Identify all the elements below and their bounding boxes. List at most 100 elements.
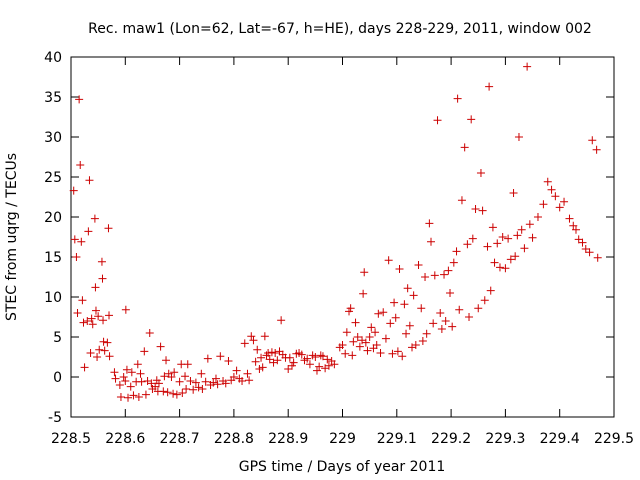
data-point	[260, 332, 269, 341]
data-point	[182, 385, 191, 393]
y-tick-label: 40	[44, 50, 62, 66]
x-tick-label: 228.5	[51, 431, 91, 447]
data-point	[323, 355, 332, 364]
data-point	[436, 309, 445, 317]
data-point	[124, 393, 133, 402]
data-point	[525, 220, 534, 229]
data-point	[351, 318, 360, 327]
x-tick-label: 228.7	[160, 431, 200, 447]
data-point	[324, 361, 333, 370]
data-point	[513, 231, 522, 240]
data-point	[395, 265, 404, 273]
data-point	[100, 346, 109, 355]
data-point	[83, 317, 92, 325]
x-tick-label: 229.4	[540, 431, 580, 447]
x-tick-label: 228.8	[214, 431, 254, 447]
data-point	[453, 94, 462, 103]
data-point	[402, 329, 411, 338]
data-point	[136, 369, 145, 378]
data-point	[361, 338, 370, 347]
data-point	[360, 268, 369, 277]
data-point	[359, 289, 368, 298]
data-point	[288, 361, 297, 370]
data-point	[154, 379, 163, 388]
data-point	[121, 377, 130, 385]
data-point	[312, 366, 321, 375]
y-tick-label: 0	[53, 370, 62, 386]
data-point	[539, 200, 548, 209]
data-point	[355, 342, 364, 351]
x-tick-label: 228.9	[268, 431, 308, 447]
data-point	[224, 357, 233, 365]
data-point	[384, 256, 393, 265]
data-point	[93, 353, 102, 361]
data-point	[277, 316, 286, 325]
data-point	[99, 337, 108, 346]
y-tick-label: -5	[48, 410, 62, 426]
data-point	[111, 374, 120, 383]
data-point	[369, 344, 378, 353]
data-point	[232, 366, 241, 375]
x-tick-label: 229.1	[377, 431, 417, 447]
data-point	[509, 189, 518, 197]
data-point	[69, 186, 78, 195]
data-point	[474, 304, 483, 313]
data-point	[273, 356, 282, 365]
data-point	[147, 379, 156, 388]
y-tick-label: 10	[44, 290, 62, 306]
data-point	[391, 313, 400, 322]
data-point	[390, 298, 399, 307]
x-tick-label: 228.6	[105, 431, 145, 447]
data-point	[88, 320, 97, 329]
data-point	[448, 322, 457, 331]
data-point	[533, 213, 542, 221]
data-point	[178, 389, 187, 397]
data-point	[427, 237, 436, 246]
y-tick-label: 20	[44, 210, 62, 226]
data-point	[460, 143, 469, 152]
data-point	[449, 258, 458, 267]
data-point	[289, 358, 298, 367]
data-point	[126, 382, 135, 391]
data-point	[363, 346, 372, 355]
data-point	[506, 255, 515, 264]
data-point	[488, 223, 497, 232]
data-point	[267, 348, 276, 357]
data-point	[104, 224, 113, 233]
data-point	[80, 363, 89, 372]
data-point	[181, 372, 190, 381]
data-point	[162, 356, 171, 365]
data-point	[156, 342, 165, 351]
data-point	[403, 284, 412, 293]
data-point	[405, 321, 414, 330]
data-point	[465, 313, 474, 321]
y-axis-label: STEC from uqrg / TECUs	[4, 153, 20, 321]
chart-title: Rec. maw1 (Lon=62, Lat=-67, h=HE), days …	[88, 21, 592, 37]
data-point	[160, 372, 169, 381]
data-point	[175, 377, 184, 386]
data-point	[94, 312, 103, 321]
data-point	[346, 304, 355, 313]
data-point	[243, 369, 252, 378]
data-point	[528, 233, 537, 242]
data-point	[486, 286, 495, 295]
data-point	[490, 258, 499, 267]
data-point	[133, 360, 142, 369]
y-tick-label: 35	[44, 90, 62, 106]
data-point	[211, 374, 220, 383]
data-point	[265, 355, 274, 364]
x-tick-label: 229.5	[594, 431, 634, 447]
data-point	[85, 176, 94, 185]
data-point	[433, 116, 442, 125]
data-point	[372, 341, 381, 349]
data-point	[305, 360, 314, 369]
y-tick-label: 15	[44, 250, 62, 266]
data-point	[374, 309, 383, 318]
data-point	[115, 381, 124, 389]
data-point	[141, 390, 150, 399]
data-point	[565, 214, 574, 223]
data-point	[91, 283, 100, 292]
data-point	[87, 314, 96, 323]
data-point	[316, 351, 325, 360]
